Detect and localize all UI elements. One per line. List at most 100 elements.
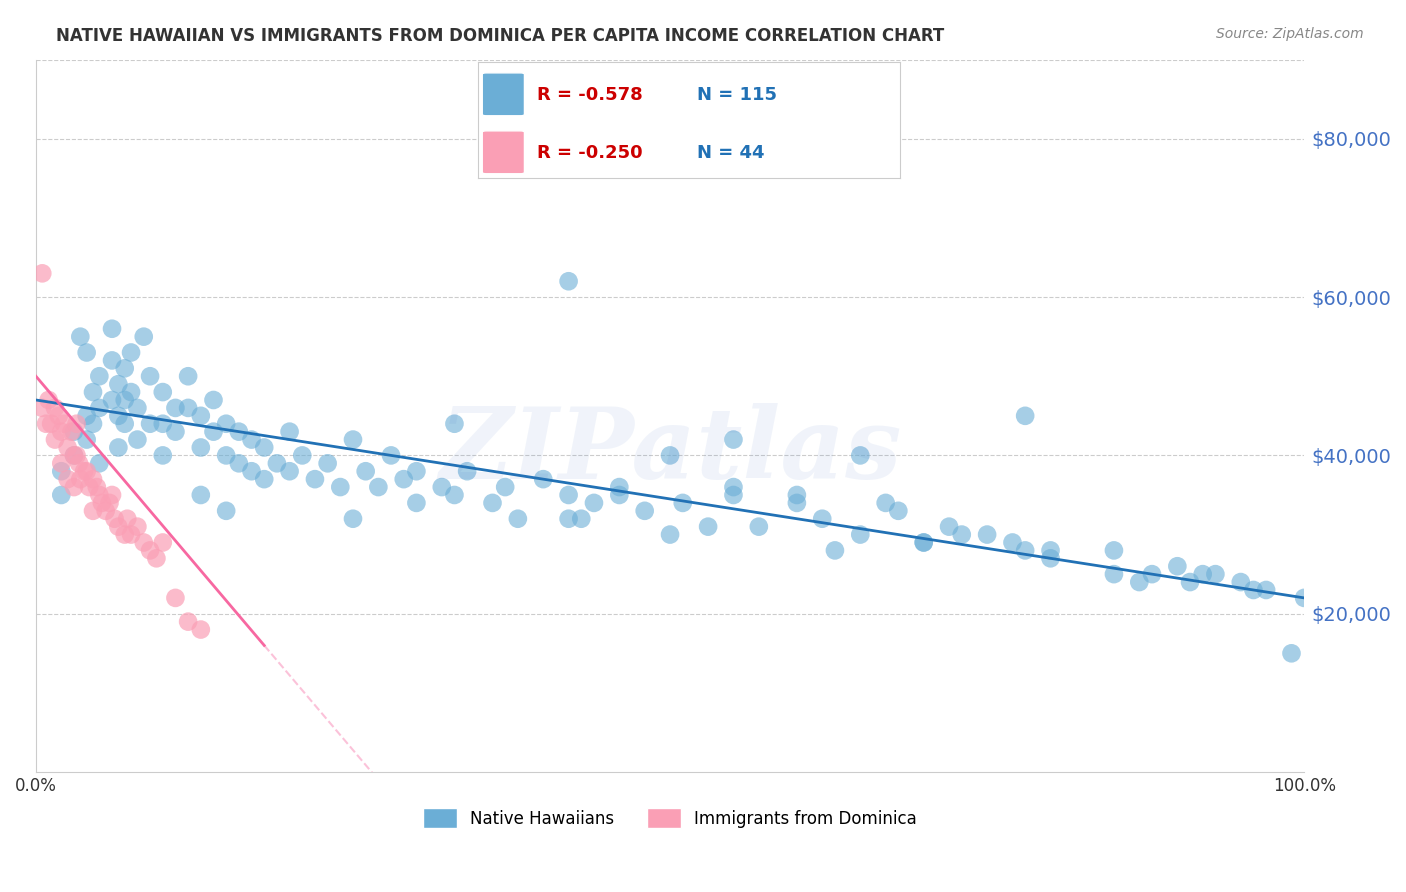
Point bbox=[824, 543, 846, 558]
Point bbox=[82, 504, 104, 518]
Point bbox=[659, 527, 682, 541]
Point bbox=[557, 488, 579, 502]
Point bbox=[90, 496, 112, 510]
Point bbox=[76, 433, 98, 447]
Point bbox=[89, 488, 111, 502]
Legend: Native Hawaiians, Immigrants from Dominica: Native Hawaiians, Immigrants from Domini… bbox=[416, 801, 924, 835]
Point bbox=[607, 480, 630, 494]
Point bbox=[1256, 582, 1278, 597]
Point bbox=[101, 353, 124, 368]
Point bbox=[44, 433, 66, 447]
Point bbox=[65, 417, 87, 431]
Point bbox=[329, 480, 352, 494]
Point bbox=[723, 433, 745, 447]
Point bbox=[69, 472, 91, 486]
Point bbox=[114, 417, 136, 431]
Point bbox=[405, 496, 427, 510]
Point bbox=[139, 543, 162, 558]
Point bbox=[177, 615, 200, 629]
Point bbox=[132, 535, 155, 549]
Point bbox=[634, 504, 657, 518]
Point bbox=[443, 488, 465, 502]
Point bbox=[240, 464, 263, 478]
Point bbox=[117, 512, 139, 526]
Point bbox=[145, 551, 167, 566]
Point bbox=[51, 488, 73, 502]
Point bbox=[190, 409, 212, 423]
Text: NATIVE HAWAIIAN VS IMMIGRANTS FROM DOMINICA PER CAPITA INCOME CORRELATION CHART: NATIVE HAWAIIAN VS IMMIGRANTS FROM DOMIN… bbox=[56, 27, 945, 45]
Point bbox=[557, 274, 579, 288]
Point bbox=[456, 464, 478, 478]
Point bbox=[1191, 567, 1213, 582]
Point bbox=[875, 496, 897, 510]
Point bbox=[139, 369, 162, 384]
Point bbox=[65, 449, 87, 463]
Point bbox=[120, 527, 142, 541]
Point bbox=[1294, 591, 1316, 605]
Point bbox=[1281, 646, 1303, 660]
Point bbox=[120, 385, 142, 400]
Point bbox=[266, 456, 288, 470]
Point bbox=[165, 425, 187, 439]
Point bbox=[912, 535, 935, 549]
Point bbox=[1140, 567, 1163, 582]
Point bbox=[132, 329, 155, 343]
Point bbox=[101, 488, 124, 502]
Point bbox=[190, 488, 212, 502]
Point bbox=[569, 512, 592, 526]
Text: N = 44: N = 44 bbox=[697, 144, 765, 161]
Point bbox=[240, 433, 263, 447]
Point bbox=[1178, 575, 1201, 590]
Point bbox=[1014, 409, 1036, 423]
Point bbox=[849, 449, 872, 463]
Point bbox=[278, 464, 301, 478]
Point bbox=[48, 409, 70, 423]
Text: ZIPatlas: ZIPatlas bbox=[439, 403, 901, 500]
Point bbox=[748, 519, 770, 533]
Point bbox=[607, 488, 630, 502]
Point bbox=[367, 480, 389, 494]
Point bbox=[1204, 567, 1226, 582]
Point bbox=[1128, 575, 1150, 590]
Point bbox=[430, 480, 453, 494]
Point bbox=[557, 512, 579, 526]
Point bbox=[139, 417, 162, 431]
Point bbox=[811, 512, 834, 526]
Point bbox=[253, 441, 276, 455]
Point bbox=[278, 425, 301, 439]
Point bbox=[849, 527, 872, 541]
Point bbox=[94, 504, 117, 518]
Point bbox=[82, 417, 104, 431]
Point bbox=[786, 488, 808, 502]
Text: N = 115: N = 115 bbox=[697, 86, 778, 103]
Point bbox=[950, 527, 973, 541]
Point bbox=[51, 425, 73, 439]
Point bbox=[228, 456, 250, 470]
Point bbox=[63, 425, 86, 439]
Point bbox=[56, 472, 79, 486]
Point bbox=[190, 623, 212, 637]
Point bbox=[494, 480, 516, 494]
Point bbox=[1166, 559, 1188, 574]
Point bbox=[1102, 567, 1125, 582]
Point bbox=[127, 433, 149, 447]
Point bbox=[152, 385, 174, 400]
Point bbox=[56, 441, 79, 455]
Point bbox=[120, 345, 142, 359]
Point bbox=[342, 512, 364, 526]
Point bbox=[35, 417, 58, 431]
Point bbox=[38, 392, 60, 407]
Text: R = -0.578: R = -0.578 bbox=[537, 86, 643, 103]
Point bbox=[1229, 575, 1251, 590]
Point bbox=[723, 488, 745, 502]
FancyBboxPatch shape bbox=[482, 73, 524, 116]
Point bbox=[101, 392, 124, 407]
Point bbox=[63, 480, 86, 494]
Point bbox=[405, 464, 427, 478]
Point bbox=[215, 417, 238, 431]
Point bbox=[506, 512, 529, 526]
Point bbox=[89, 456, 111, 470]
Point bbox=[1102, 543, 1125, 558]
FancyBboxPatch shape bbox=[482, 131, 524, 174]
Point bbox=[912, 535, 935, 549]
